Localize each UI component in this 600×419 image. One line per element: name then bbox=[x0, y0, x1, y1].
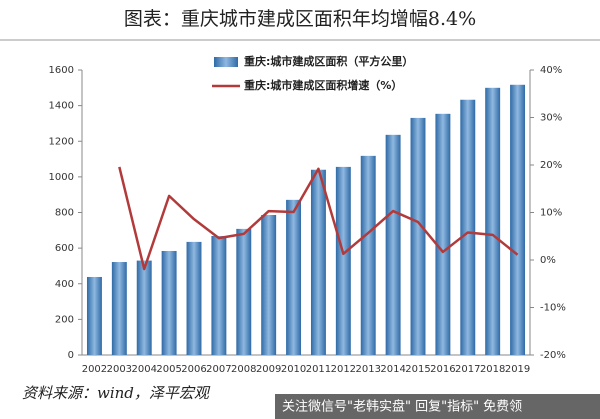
line bbox=[118, 166, 519, 271]
x-tick-label: 2006 bbox=[181, 364, 206, 375]
legend-label: 重庆:城市建成区面积（平方公里） bbox=[244, 54, 413, 68]
bar bbox=[136, 260, 152, 355]
y-tick-label: 0 bbox=[68, 350, 74, 361]
bar bbox=[186, 241, 202, 355]
x-tick-label: 2015 bbox=[405, 364, 430, 375]
y2-tick-label: 20% bbox=[540, 160, 562, 171]
y2-tick-label: 10% bbox=[540, 208, 562, 219]
x-tick-label: 2013 bbox=[355, 364, 380, 375]
x-tick-label: 2003 bbox=[107, 364, 132, 375]
x-tick-label: 2007 bbox=[206, 364, 231, 375]
bar bbox=[385, 134, 401, 355]
x-tick-label: 2018 bbox=[480, 364, 505, 375]
y-tick-label: 1600 bbox=[49, 65, 74, 76]
x-tick-label: 2005 bbox=[156, 364, 181, 375]
chart-title: 图表：重庆城市建成区面积年均增幅8.4% bbox=[124, 8, 476, 30]
y-tick-label: 1200 bbox=[49, 136, 74, 147]
x-tick-label: 2014 bbox=[380, 364, 405, 375]
bar bbox=[360, 155, 376, 355]
y2-tick-label: -20% bbox=[540, 350, 566, 361]
y2-tick-label: 40% bbox=[540, 65, 562, 76]
y-tick-label: 800 bbox=[55, 208, 74, 219]
bar bbox=[510, 84, 526, 356]
x-tick-label: 2012 bbox=[331, 364, 356, 375]
x-tick-label: 2008 bbox=[231, 364, 256, 375]
y-tick-label: 200 bbox=[55, 314, 74, 325]
x-tick-label: 2019 bbox=[505, 364, 530, 375]
bar bbox=[111, 262, 127, 355]
x-tick-label: 2009 bbox=[256, 364, 281, 375]
y2-tick-label: -10% bbox=[540, 303, 566, 314]
bar bbox=[310, 169, 326, 355]
y2-tick-label: 30% bbox=[540, 113, 562, 124]
x-tick-label: 2004 bbox=[131, 364, 156, 375]
x-tick-label: 2002 bbox=[82, 364, 107, 375]
source: 资料来源：wind，泽平宏观 bbox=[22, 384, 211, 402]
bar bbox=[485, 87, 501, 355]
watermark-bg bbox=[275, 394, 600, 419]
legend-label: 重庆:城市建成区面积增速（%） bbox=[244, 78, 402, 92]
bar bbox=[286, 199, 302, 355]
y-tick-label: 1000 bbox=[49, 172, 74, 183]
y-tick-label: 1400 bbox=[49, 101, 74, 112]
bar bbox=[410, 117, 426, 356]
bar bbox=[261, 214, 277, 355]
x-tick-label: 2017 bbox=[455, 364, 480, 375]
bar bbox=[335, 166, 351, 355]
bar bbox=[435, 113, 451, 355]
bar bbox=[211, 236, 227, 355]
x-tick-label: 2010 bbox=[281, 364, 306, 375]
legend-swatch bbox=[214, 57, 238, 67]
y-tick-label: 600 bbox=[55, 243, 74, 254]
y-tick-label: 400 bbox=[55, 279, 74, 290]
bar bbox=[161, 250, 177, 355]
bar bbox=[460, 99, 476, 355]
bar bbox=[236, 228, 252, 355]
y2-tick-label: 0% bbox=[540, 255, 556, 266]
watermark: 关注微信号"老韩实盘" 回复"指标" 免费领 bbox=[282, 399, 522, 415]
x-tick-label: 2011 bbox=[306, 364, 331, 375]
bar bbox=[86, 276, 102, 355]
x-tick-label: 2016 bbox=[430, 364, 455, 375]
